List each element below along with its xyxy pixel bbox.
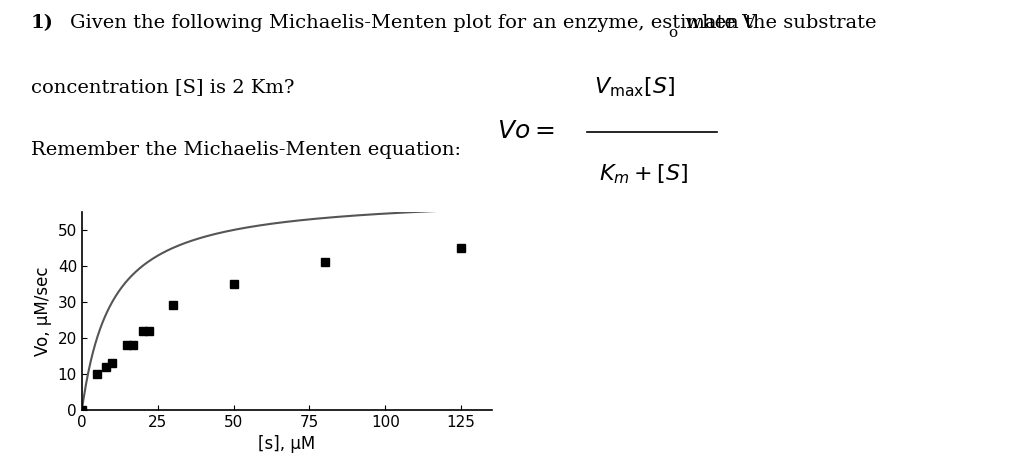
Text: $\mathit{V}_{\mathrm{max}}[\mathit{S}]$: $\mathit{V}_{\mathrm{max}}[\mathit{S}]$	[594, 75, 675, 99]
Text: o: o	[669, 26, 678, 40]
Text: $\mathit{Vo}=$: $\mathit{Vo}=$	[497, 121, 554, 143]
Text: 1): 1)	[31, 14, 53, 32]
Text: concentration [S] is 2 Km?: concentration [S] is 2 Km?	[31, 78, 294, 96]
Text: when the substrate: when the substrate	[679, 14, 877, 32]
Text: Remember the Michaelis-Menten equation:: Remember the Michaelis-Menten equation:	[31, 141, 461, 159]
Text: $\mathit{K}_{m}+[\mathit{S}]$: $\mathit{K}_{m}+[\mathit{S}]$	[599, 162, 688, 186]
X-axis label: [s], μM: [s], μM	[258, 435, 315, 453]
Y-axis label: Vo, μM/sec: Vo, μM/sec	[34, 266, 52, 356]
Text: Given the following Michaelis-Menten plot for an enzyme, estimate V: Given the following Michaelis-Menten plo…	[70, 14, 756, 32]
